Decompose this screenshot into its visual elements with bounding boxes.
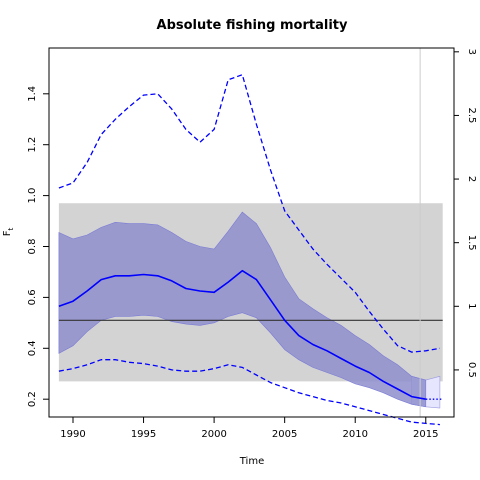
y-tick-label: 0.2 (27, 391, 38, 407)
lower-bound-line (58, 359, 440, 426)
y2-tick-label: 2.5 (466, 107, 477, 123)
x-tick-label: 2005 (272, 429, 297, 440)
y-tick-label: 1.4 (27, 86, 38, 102)
estimate-line (58, 269, 426, 400)
y2-tick-label: 1 (466, 303, 477, 309)
y2-tick-label: 1.5 (466, 235, 477, 251)
confidence-band (58, 211, 427, 408)
y2-tick-label: 0.5 (466, 362, 477, 378)
chart-title: Absolute fishing mortality (157, 18, 348, 33)
y2-tick-label: 3 (466, 49, 477, 55)
y-axis-label-group: Ft (2, 227, 15, 236)
secondary-y-axis: 0.5 1 1.5 2 2.5 3 (454, 49, 477, 378)
y-tick-label: 0.6 (27, 289, 38, 305)
y2-tick-label: 2 (466, 176, 477, 182)
y-tick-label: 0.4 (27, 340, 38, 356)
x-tick-label: 1995 (131, 429, 156, 440)
y-tick-label: 1.0 (27, 188, 38, 204)
y-axis-label: Ft (2, 227, 15, 236)
plot-frame (48, 47, 455, 418)
x-tick-label: 2010 (342, 429, 367, 440)
y-axis-label-subscript: t (7, 227, 15, 230)
x-tick-label: 1990 (60, 429, 85, 440)
upper-bound-line (58, 74, 441, 353)
x-axis-label: Time (239, 456, 264, 467)
x-tick-label: 2015 (413, 429, 438, 440)
plot-area (58, 48, 443, 426)
y-axis: 0.2 0.4 0.6 0.8 1.0 1.2 1.4 (27, 86, 49, 407)
x-axis: 1990 1995 2000 2005 2010 2015 (60, 417, 439, 440)
x-tick-label: 2000 (201, 429, 226, 440)
y-tick-label: 0.8 (27, 239, 38, 255)
y-tick-label: 1.2 (27, 137, 38, 153)
y-axis-label-main: F (2, 230, 13, 236)
